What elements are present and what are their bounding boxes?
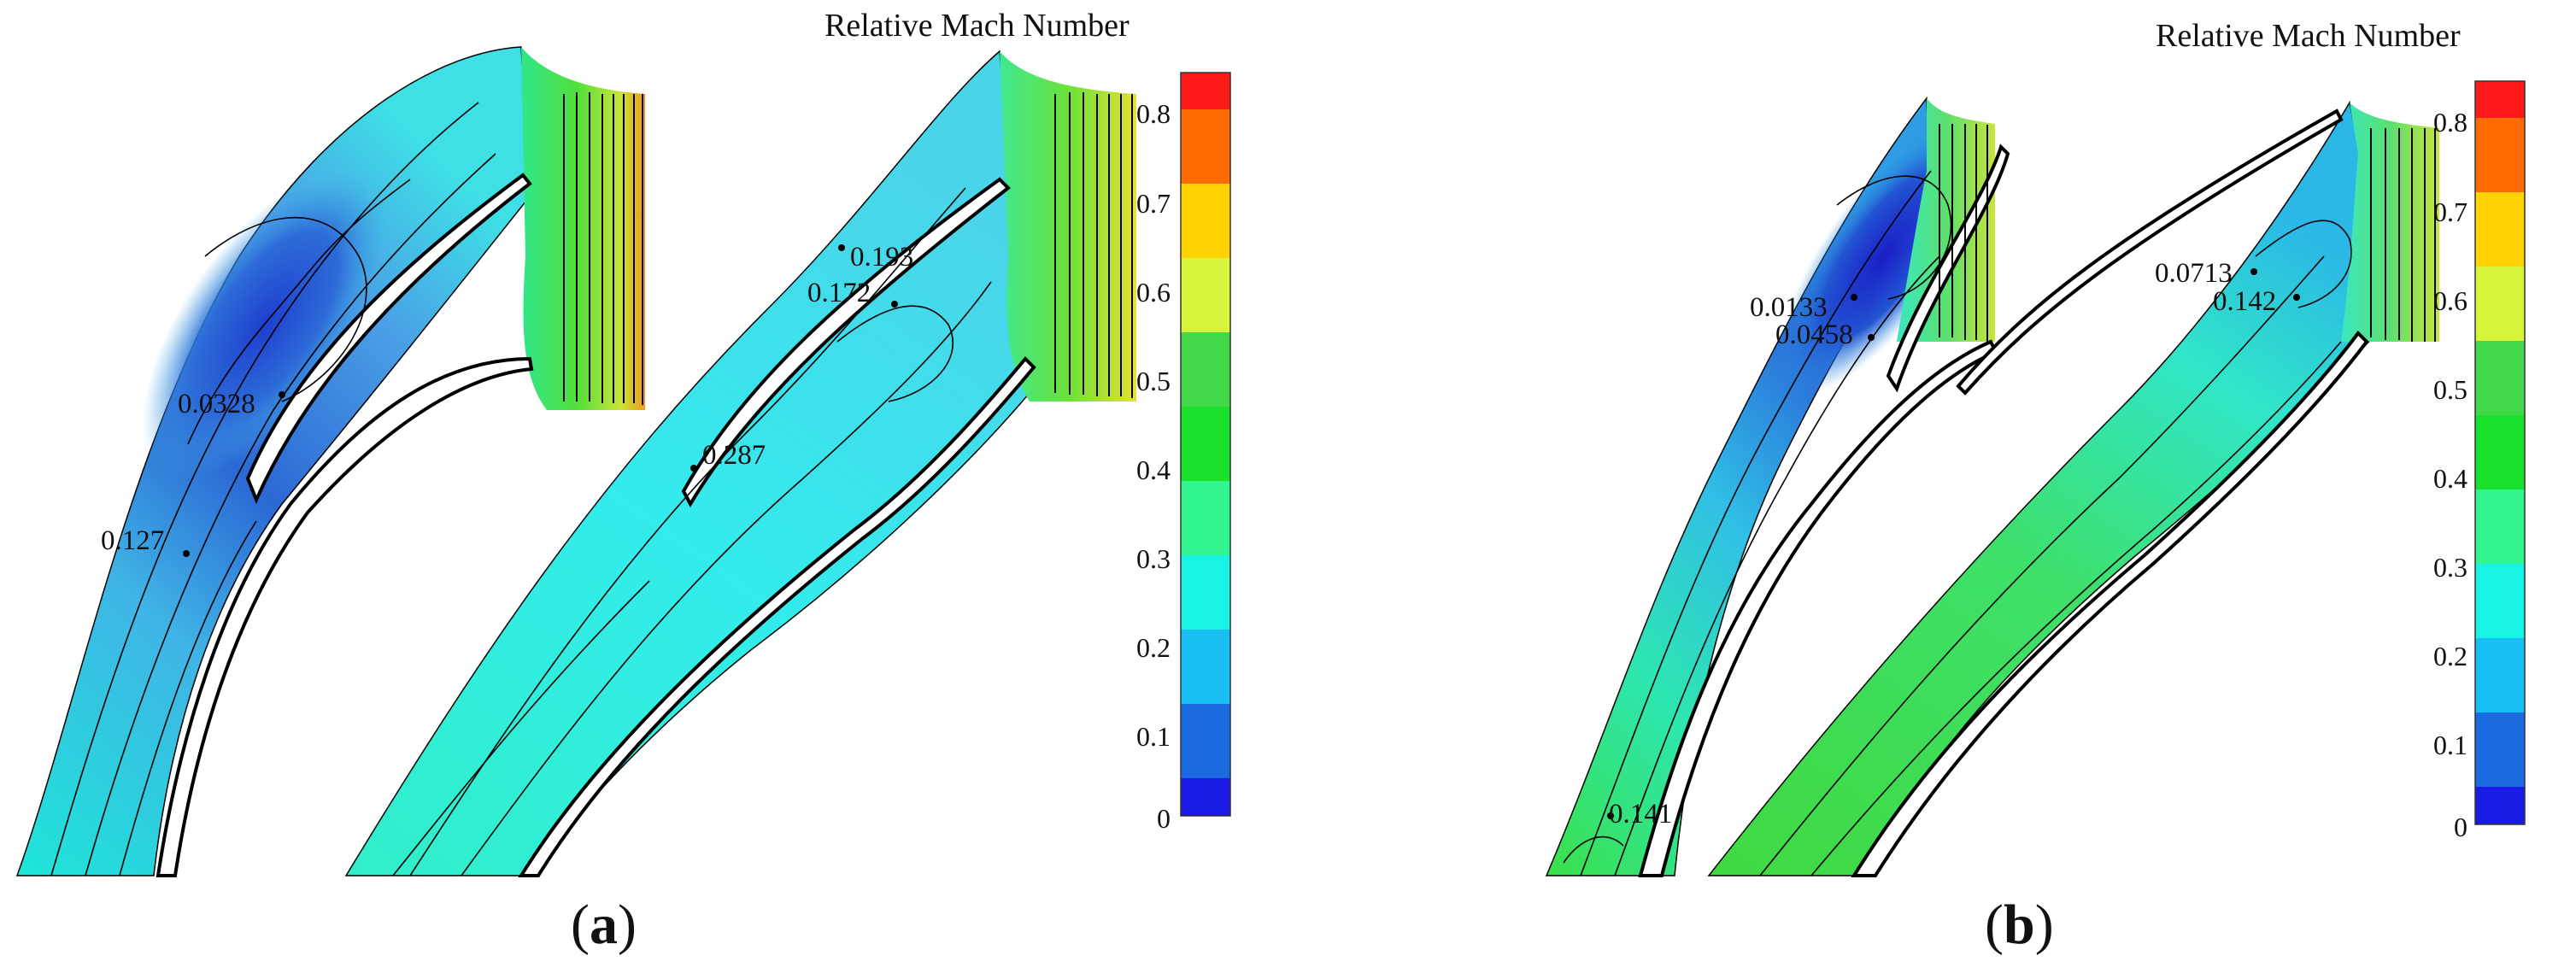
blade-left-a <box>245 173 532 505</box>
legend-tick: 0.8 <box>2433 107 2467 138</box>
legend-title: Relative Mach Number <box>824 8 1130 44</box>
blade-mid-a <box>155 356 534 877</box>
exit-region-right-b <box>2341 103 2439 342</box>
probe-label: 0.142 <box>2213 286 2277 317</box>
contour-lines-b <box>1563 170 2352 876</box>
blade-mid-b <box>1638 339 1998 877</box>
probe-label: 0.0458 <box>1775 319 1853 350</box>
legend-tick: 0.1 <box>2433 730 2467 760</box>
probe-label: 0.172 <box>807 278 871 308</box>
probe-label: 0.141 <box>1609 799 1673 830</box>
panel-a: Relative Mach Number 0.8 0.7 0.6 0.5 0.4… <box>0 0 1282 979</box>
legend-tick: 0 <box>2454 812 2467 842</box>
legend-tick: 0.7 <box>2433 196 2467 227</box>
probe-dots-b <box>1607 268 2300 819</box>
legend-tick: 0.2 <box>1136 632 1171 663</box>
legend-tick: 0.8 <box>1136 98 1171 129</box>
legend-bar-b <box>2474 80 2526 825</box>
legend-tick: 0.1 <box>1136 721 1171 752</box>
probe-label: 0.0328 <box>178 389 255 419</box>
exit-isolines-b <box>1939 124 2436 342</box>
legend-tick: 0 <box>1157 803 1171 834</box>
blade-lower-a <box>518 356 1036 877</box>
probe-label: 0.127 <box>101 525 165 556</box>
legend-tick: 0.6 <box>1136 277 1171 308</box>
exit-region-left-b <box>1897 98 1995 342</box>
contour-plot-a <box>15 46 1231 877</box>
subfigure-label-b: (b) <box>1985 894 2054 956</box>
panel-b: Relative Mach Number 0.8 0.7 0.6 0.5 0.4… <box>1282 0 2576 979</box>
exit-isolines-a <box>563 92 1133 405</box>
blade-lower-b <box>1851 330 2369 877</box>
passage-right-b <box>1707 100 2393 876</box>
passage-right-a <box>344 50 1030 876</box>
contour-plot-b <box>1545 80 2526 877</box>
probe-label: 0.0133 <box>1750 292 1828 323</box>
legend-bar-a <box>1180 72 1231 817</box>
legend-tick: 0.2 <box>2433 641 2467 671</box>
blade-right-b <box>1956 108 2344 396</box>
legend-tick: 0.3 <box>2433 552 2467 583</box>
exit-region-right-a <box>1000 51 1136 402</box>
probe-dots-a <box>183 244 898 557</box>
legend-tick: 0.5 <box>2433 374 2467 405</box>
legend-tick: 0.5 <box>1136 366 1171 396</box>
subfigure-label-a: (a) <box>571 894 637 956</box>
probe-label: 0.287 <box>702 440 766 471</box>
legend-tick: 0.7 <box>1136 188 1171 219</box>
legend-tick: 0.4 <box>1136 454 1171 485</box>
legend-tick: 0.3 <box>1136 543 1171 574</box>
probe-label: 0.0713 <box>2155 258 2233 289</box>
legend-title: Relative Mach Number <box>2156 18 2461 54</box>
blade-right-a <box>681 177 1012 508</box>
probe-label: 0.193 <box>850 242 914 273</box>
exit-region-left-a <box>521 47 645 410</box>
legend-tick: 0.6 <box>2433 285 2467 316</box>
blade-left-b <box>1886 144 2010 393</box>
legend-tick: 0.4 <box>2433 463 2467 494</box>
contour-lines-a <box>50 102 992 876</box>
